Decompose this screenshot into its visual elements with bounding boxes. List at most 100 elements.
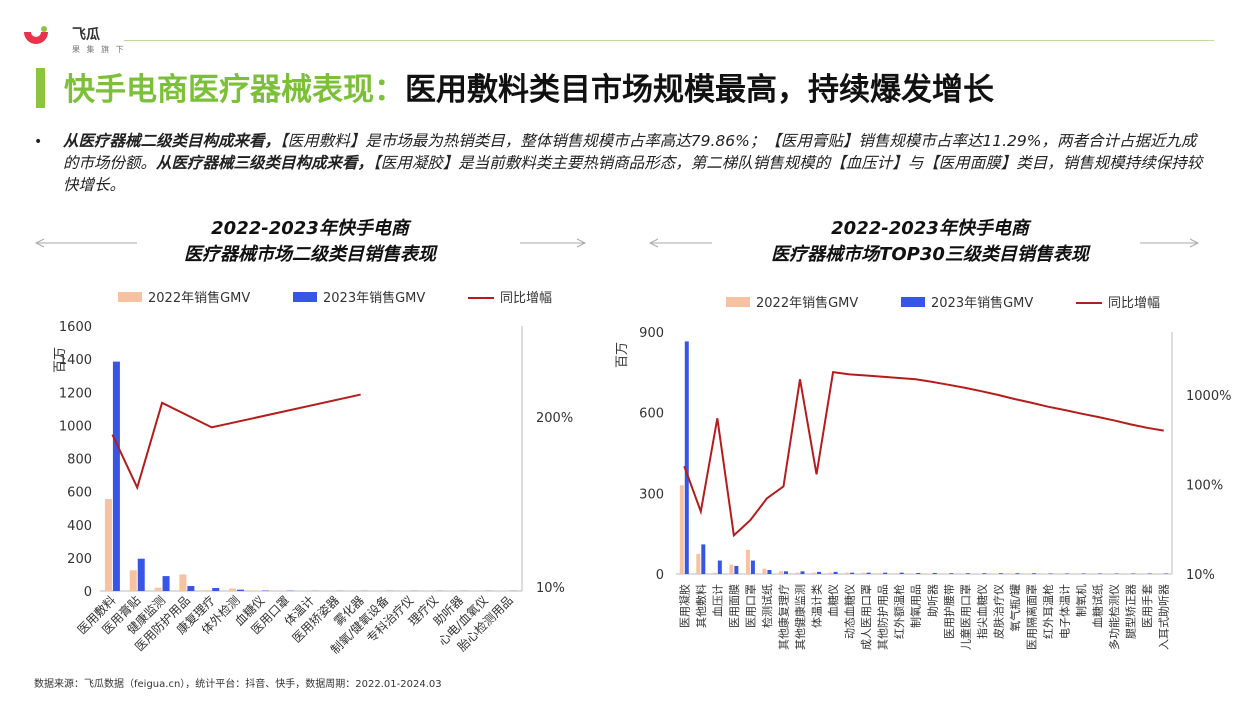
legend-label-yoy: 同比增幅 bbox=[500, 291, 552, 306]
chart-title-line: 医疗器械市场二级类目销售表现 bbox=[184, 244, 436, 265]
bar-2023 bbox=[1147, 573, 1152, 574]
bar-2023 bbox=[701, 544, 706, 574]
y2-tick-label: 100% bbox=[1186, 479, 1223, 494]
x-tick-label: 制氧用品 bbox=[909, 584, 923, 628]
bar-2023 bbox=[1131, 573, 1136, 574]
bar-2022 bbox=[745, 549, 750, 574]
x-tick-label: 检测试纸 bbox=[760, 584, 774, 628]
bar-2022 bbox=[154, 587, 162, 591]
summary-bold-1: 从医疗器械二级类目构成来看， bbox=[63, 132, 281, 150]
bar-2023 bbox=[162, 576, 170, 591]
legend-swatch-2023 bbox=[293, 292, 317, 302]
chart-title-line: 2022-2023年快手电商 bbox=[211, 218, 409, 239]
brand-tagline: 果 集 旗 下 bbox=[72, 45, 126, 54]
y2-tick-label: 10% bbox=[1186, 568, 1215, 583]
bar-2023 bbox=[965, 573, 970, 574]
bar-2022 bbox=[129, 570, 137, 591]
bar-2022 bbox=[696, 553, 701, 574]
bar-2023 bbox=[932, 572, 937, 574]
chart-title-line: 医疗器械市场TOP30三级类目销售表现 bbox=[771, 244, 1089, 265]
bar-2022 bbox=[911, 573, 916, 574]
legend-label-2022: 2022年销售GMV bbox=[148, 290, 250, 306]
bar-2022 bbox=[944, 573, 949, 574]
chart-title-left: 2022-2023年快手电商医疗器械市场二级类目销售表现 bbox=[130, 216, 490, 268]
x-tick-label: 氧气瓶/罐 bbox=[1008, 584, 1022, 632]
y2-tick-label: 1000% bbox=[1186, 389, 1231, 404]
bar-2023 bbox=[783, 571, 788, 574]
x-tick-label: 成人医用口罩 bbox=[860, 584, 873, 650]
x-tick-label: 体温计类 bbox=[810, 584, 824, 628]
bar-2023 bbox=[1015, 573, 1020, 574]
bar-2023 bbox=[1065, 573, 1070, 574]
bar-2022 bbox=[729, 564, 734, 574]
bar-2022 bbox=[927, 573, 932, 574]
x-tick-label: 血糖试纸 bbox=[1091, 584, 1105, 628]
bar-2022 bbox=[894, 573, 899, 574]
feigua-logo-icon bbox=[24, 26, 48, 44]
y2-tick-label: 10% bbox=[536, 581, 565, 596]
y-tick-label: 1400 bbox=[59, 353, 92, 368]
bar-2022 bbox=[1010, 573, 1015, 574]
legend-swatch-2022 bbox=[118, 292, 142, 302]
bar-2023 bbox=[137, 558, 145, 591]
y-tick-label: 1000 bbox=[59, 419, 92, 434]
brand-name: 飞瓜 bbox=[72, 27, 100, 43]
bar-2023 bbox=[866, 572, 871, 574]
bar-2023 bbox=[717, 560, 722, 574]
x-tick-label: 腿型矫正器 bbox=[1124, 584, 1138, 639]
y2-tick-label: 200% bbox=[536, 411, 573, 426]
x-tick-label: 制氧机 bbox=[1074, 584, 1088, 617]
chart-title-line: 2022-2023年快手电商 bbox=[831, 218, 1029, 239]
bar-2022 bbox=[795, 572, 800, 574]
bar-2022 bbox=[204, 590, 212, 591]
bar-2023 bbox=[998, 573, 1003, 574]
summary-bold-2: 从医疗器械三级类目构成来看， bbox=[156, 154, 374, 172]
legend-label-2022: 2022年销售GMV bbox=[756, 295, 858, 311]
x-tick-label: 医用护腰带 bbox=[942, 584, 956, 639]
bar-2022 bbox=[861, 572, 866, 574]
bar-2023 bbox=[800, 571, 805, 574]
chart-title-right: 2022-2023年快手电商医疗器械市场TOP30三级类目销售表现 bbox=[700, 216, 1160, 268]
x-tick-label: 其他康复理疗 bbox=[776, 584, 790, 650]
y-tick-label: 600 bbox=[67, 486, 92, 501]
x-tick-label: 医用凝胶 bbox=[677, 584, 691, 628]
bar-2022 bbox=[778, 571, 783, 574]
y-tick-label: 1200 bbox=[59, 386, 92, 401]
bar-2023 bbox=[237, 589, 245, 591]
y-tick-label: 200 bbox=[67, 552, 92, 567]
bar-2022 bbox=[845, 572, 850, 574]
bar-2023 bbox=[1081, 573, 1086, 574]
bar-2022 bbox=[679, 485, 684, 574]
bar-2022 bbox=[179, 574, 187, 591]
x-tick-label: 红外耳温枪 bbox=[1041, 584, 1055, 639]
bar-2023 bbox=[1098, 573, 1103, 574]
bar-2022 bbox=[993, 573, 998, 574]
data-source: 数据来源：飞瓜数据（feigua.cn），统计平台：抖音、快手，数据周期：202… bbox=[34, 679, 442, 690]
x-tick-label: 红外额温枪 bbox=[892, 584, 906, 639]
bar-2023 bbox=[112, 361, 120, 591]
x-tick-label: 电子体温计 bbox=[1058, 584, 1072, 639]
bar-2022 bbox=[104, 499, 112, 591]
x-tick-label: 入耳式助听器 bbox=[1157, 584, 1171, 650]
x-tick-label: 助听器 bbox=[925, 584, 939, 617]
bar-2023 bbox=[883, 572, 888, 574]
legend-label-2023: 2023年销售GMV bbox=[931, 295, 1033, 311]
y-tick-label: 800 bbox=[67, 453, 92, 468]
bullet-dot: • bbox=[34, 134, 43, 150]
bar-2023 bbox=[750, 560, 755, 574]
x-tick-label: 血压计 bbox=[710, 584, 724, 617]
bar-2022 bbox=[977, 573, 982, 574]
summary-text-1: 【医用敷料】是市场最为热销类目，整体销售规模市占率高达79.86%；【医用膏贴】… bbox=[63, 132, 1197, 172]
yoy-line bbox=[111, 393, 361, 491]
y-tick-label: 600 bbox=[639, 407, 664, 422]
bar-2023 bbox=[833, 571, 838, 574]
x-tick-label: 指尖血糖仪 bbox=[975, 584, 989, 639]
bar-2022 bbox=[712, 572, 717, 574]
bar-2022 bbox=[1043, 573, 1048, 574]
x-tick-label: 血糖仪 bbox=[826, 584, 840, 617]
y-tick-label: 400 bbox=[67, 519, 92, 534]
bar-2022 bbox=[229, 588, 237, 591]
y-tick-label: 0 bbox=[656, 568, 664, 583]
